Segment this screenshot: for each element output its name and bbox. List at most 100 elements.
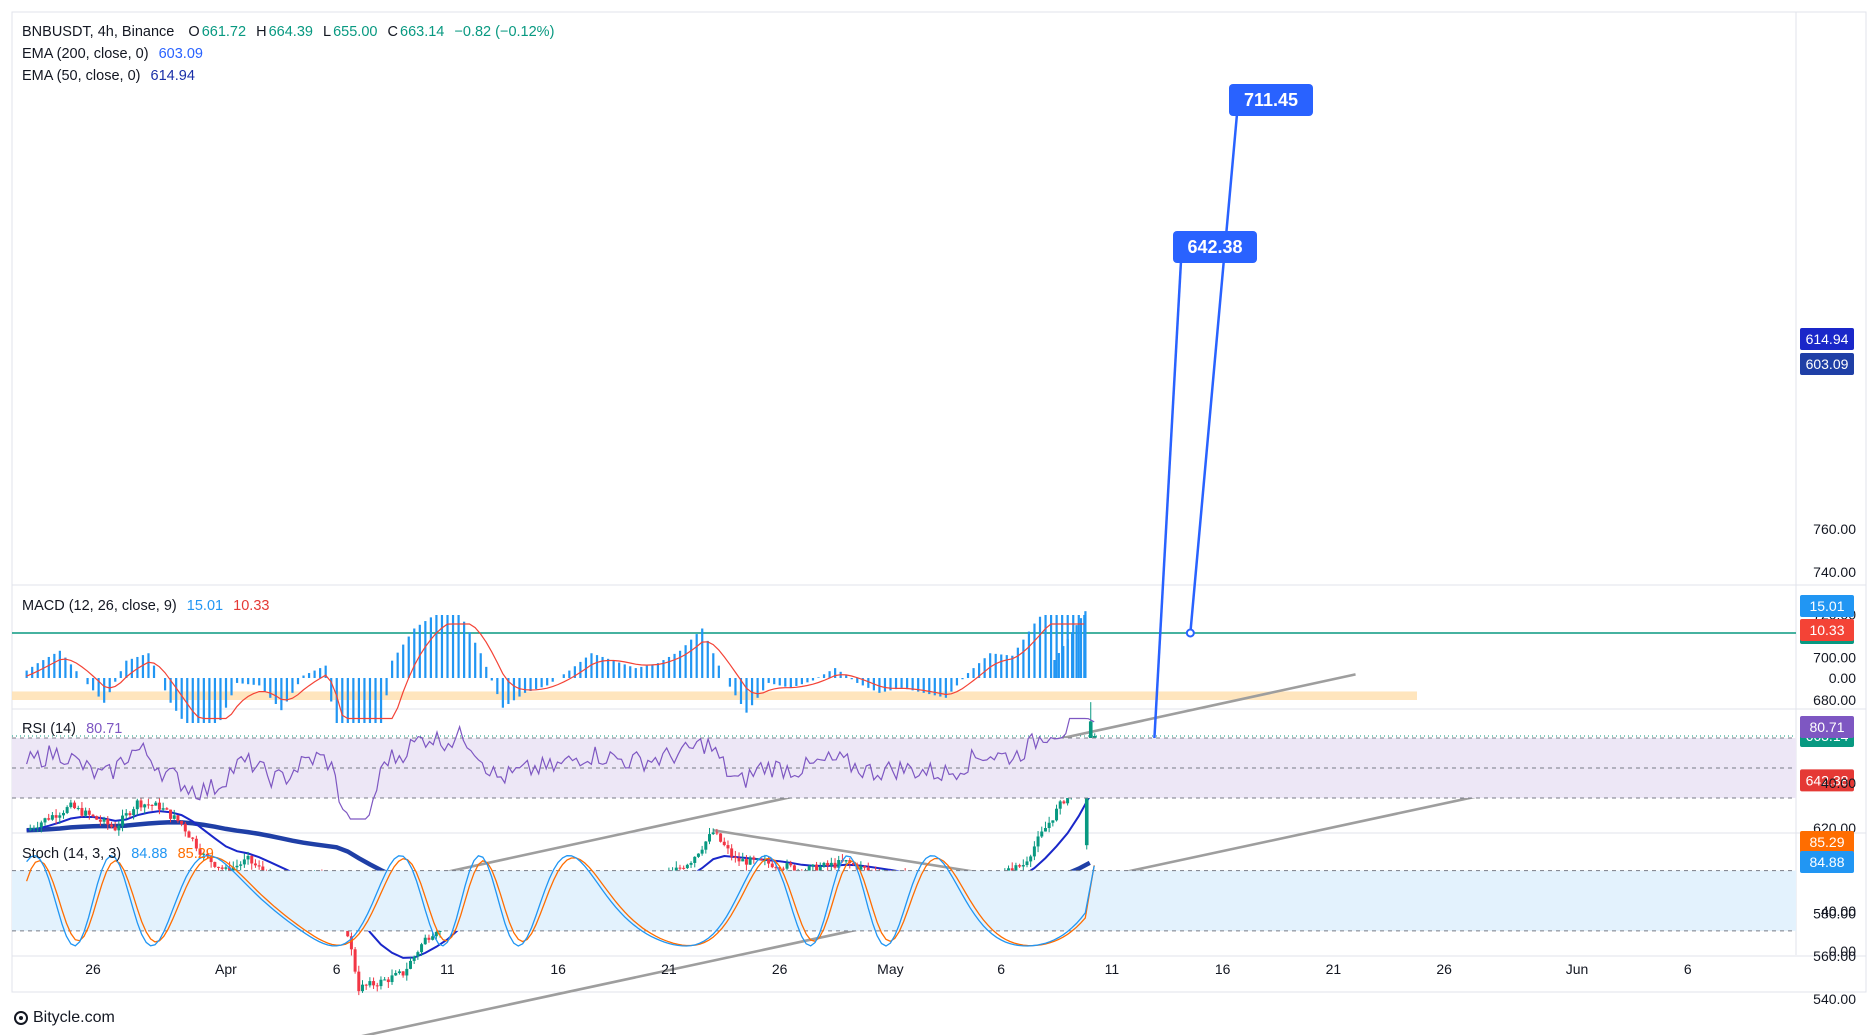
macd-bar — [551, 678, 554, 682]
candle-body — [220, 867, 224, 869]
candle-body — [408, 960, 412, 969]
macd-bar — [734, 678, 737, 696]
price-axis-tick: 740.00 — [1813, 564, 1856, 580]
candle-body — [87, 810, 91, 815]
macd-bar — [878, 678, 881, 693]
candle-body — [202, 853, 206, 855]
time-axis-tick: Apr — [215, 961, 237, 977]
macd-bar — [950, 678, 953, 692]
macd-bar — [496, 678, 499, 695]
macd-bar — [773, 678, 776, 685]
macd-bar — [867, 678, 870, 688]
macd-bar — [568, 670, 571, 678]
candle-body — [209, 856, 213, 863]
candle-body — [191, 837, 195, 839]
macd-bar — [258, 678, 261, 686]
callout-high-pointer — [1189, 113, 1239, 634]
stoch-d-value: 85.29 — [177, 846, 214, 862]
candle-body — [250, 855, 254, 864]
candle-body — [748, 857, 752, 865]
macd-bar — [285, 678, 289, 702]
time-axis-tick: Jun — [1566, 961, 1589, 977]
candle-body — [1043, 828, 1047, 832]
time-axis-tick: 26 — [1436, 961, 1452, 977]
candle-body — [47, 818, 51, 820]
candle-body — [383, 979, 387, 981]
macd-bar — [690, 639, 693, 678]
candle-body — [132, 809, 136, 816]
macd-bar — [125, 660, 128, 678]
candle-body — [1018, 865, 1022, 867]
macd-bar — [712, 653, 715, 678]
macd-bar — [573, 666, 576, 678]
macd-bar — [1083, 615, 1086, 678]
candle-body — [682, 867, 686, 869]
candle-body — [39, 822, 43, 828]
macd-bar — [269, 678, 272, 698]
macd-bar — [546, 678, 549, 686]
stoch-legend: Stoch (14, 3, 3) 84.88 85.29 — [22, 844, 216, 864]
supply-zone-upper — [12, 691, 1417, 700]
time-axis-tick: 6 — [1684, 961, 1692, 977]
macd-bar — [335, 678, 338, 723]
time-axis-tick: 16 — [1215, 961, 1231, 977]
candle-body — [696, 853, 700, 857]
macd-bar — [939, 678, 942, 697]
ema200-badge-bg — [1800, 353, 1854, 375]
macd-bar — [429, 617, 432, 678]
macd-bar — [778, 678, 781, 686]
macd-bar — [291, 678, 294, 693]
ema50-value: 614.94 — [150, 68, 195, 84]
macd-bar — [762, 678, 765, 691]
macd-bar — [241, 678, 244, 684]
stoch-axis-tick: 40.00 — [1821, 903, 1856, 919]
macd-bar — [252, 678, 255, 685]
candle-body — [1051, 820, 1055, 823]
rsi-badge: 80.71 — [1809, 719, 1844, 735]
candle-body — [109, 824, 113, 827]
macd-bar — [966, 673, 970, 678]
macd-bar — [396, 652, 399, 678]
macd-bar — [701, 628, 704, 678]
time-axis-tick: 11 — [440, 961, 455, 977]
ema50-badge: 614.94 — [1806, 331, 1849, 347]
macd-bar — [717, 665, 720, 678]
macd-bar — [330, 678, 333, 702]
macd-bar — [811, 678, 815, 681]
macd-bar — [1084, 611, 1087, 678]
macd-bar — [972, 668, 975, 678]
candle-body — [76, 807, 80, 809]
candle-body — [785, 863, 789, 869]
macd-bar — [540, 678, 543, 688]
candle-body — [829, 862, 833, 866]
bitycle-logo-icon — [14, 1011, 28, 1025]
candle-body — [176, 815, 180, 822]
macd-bar — [130, 658, 133, 678]
macd-histogram-group — [25, 611, 1087, 723]
candle-body — [213, 862, 217, 867]
candle-body — [106, 818, 110, 825]
signal-badge: 10.33 — [1809, 622, 1844, 638]
candle-body — [756, 858, 759, 860]
macd-bar — [1079, 618, 1083, 678]
macd-bar — [169, 678, 172, 703]
price-axis-tick: 760.00 — [1813, 521, 1856, 537]
candle-body — [228, 867, 232, 873]
macd-bar — [363, 678, 366, 723]
macd-bar — [512, 678, 516, 701]
macd-bar — [800, 678, 803, 685]
macd-bar — [1062, 646, 1065, 678]
candle-body — [719, 833, 723, 842]
candle-body — [117, 825, 121, 831]
macd-bar — [274, 678, 277, 704]
candle-body — [863, 866, 867, 868]
candle-body — [730, 848, 734, 857]
candle-body — [246, 855, 250, 860]
candle-body — [405, 968, 409, 976]
candle-body — [733, 856, 737, 858]
candle-body — [815, 864, 819, 872]
macd-bar — [678, 650, 682, 678]
candle-body — [744, 859, 748, 865]
candle-body — [859, 866, 863, 870]
